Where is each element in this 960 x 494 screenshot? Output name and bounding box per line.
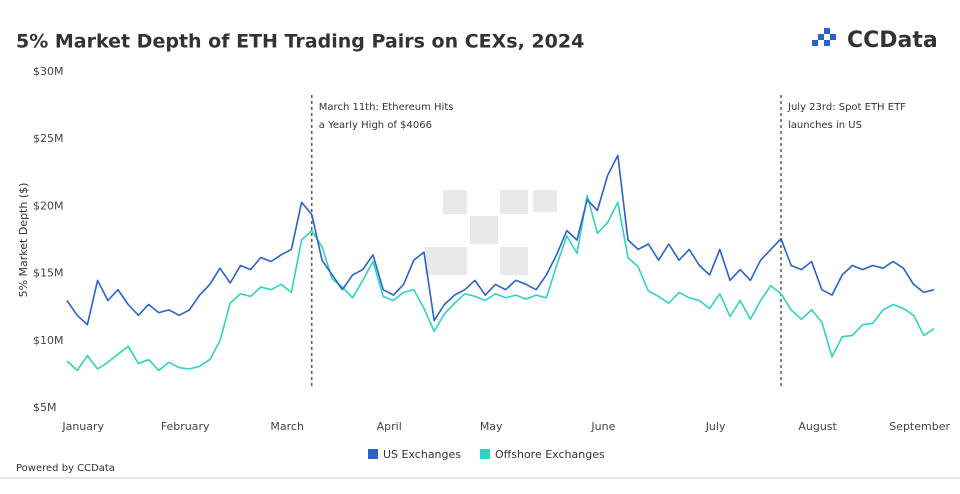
legend-label: Offshore Exchanges bbox=[495, 448, 605, 461]
legend-swatch bbox=[480, 449, 491, 459]
x-tick-label: August bbox=[798, 420, 837, 433]
x-tick-label: March bbox=[270, 420, 304, 433]
legend: US Exchanges Offshore Exchanges bbox=[368, 448, 605, 461]
y-tick-label: $25M bbox=[33, 132, 64, 145]
y-tick-label: $15M bbox=[33, 267, 64, 280]
x-tick-label: February bbox=[161, 420, 210, 433]
logo: CCData bbox=[812, 28, 938, 53]
footer: Powered by CCData bbox=[16, 463, 115, 474]
annotation-text: launches in US bbox=[788, 120, 862, 131]
chart-title: 5% Market Depth of ETH Trading Pairs on … bbox=[16, 31, 584, 53]
x-tick-label: April bbox=[377, 420, 402, 433]
watermark-square bbox=[500, 247, 528, 275]
series-line bbox=[66, 154, 935, 326]
annotation-text: March 11th: Ethereum Hits bbox=[319, 102, 454, 113]
logo-square bbox=[824, 40, 830, 46]
x-tick-label: September bbox=[889, 420, 950, 433]
logo-square bbox=[818, 34, 824, 40]
y-tick-label: $20M bbox=[33, 199, 64, 212]
x-tick-label: July bbox=[705, 420, 726, 433]
y-tick-label: $10M bbox=[33, 334, 64, 347]
logo-square bbox=[830, 34, 836, 40]
series-line bbox=[66, 194, 935, 372]
legend-label: US Exchanges bbox=[383, 448, 461, 461]
watermark-square bbox=[470, 216, 498, 244]
y-tick-label: $30M bbox=[33, 65, 64, 78]
watermark-square bbox=[443, 190, 467, 214]
watermark-square bbox=[500, 190, 528, 214]
legend-swatch bbox=[368, 449, 378, 459]
logo-square bbox=[824, 28, 830, 34]
x-tick-label: May bbox=[480, 420, 503, 433]
x-tick-label: January bbox=[61, 420, 104, 433]
watermark-square bbox=[533, 190, 557, 212]
y-axis-title: 5% Market Depth ($) bbox=[17, 183, 30, 298]
annotation-text: July 23rd: Spot ETH ETF bbox=[787, 102, 906, 113]
y-tick-label: $5M bbox=[33, 401, 57, 414]
annotation-text: a Yearly High of $4066 bbox=[319, 120, 432, 131]
x-tick-label: June bbox=[590, 420, 615, 433]
brand: CCData bbox=[847, 28, 938, 53]
watermark bbox=[425, 190, 557, 275]
watermark-square bbox=[425, 247, 467, 275]
logo-square bbox=[812, 40, 818, 46]
